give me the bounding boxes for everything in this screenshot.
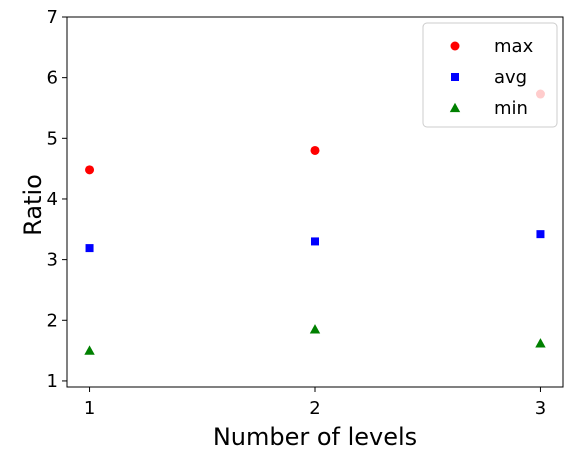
legend-item-avg: avg [451,67,527,88]
y-tick-label: 6 [47,68,58,89]
legend: max avg min [422,22,558,128]
legend-marker-avg [451,73,459,81]
legend-label-max: max [494,36,534,57]
legend-marker-min [449,102,461,113]
x-tick-label: 1 [84,398,95,419]
legend-item-min: min [449,98,528,119]
legend-label-avg: avg [494,67,527,88]
y-tick-label: 3 [47,250,58,271]
y-axis-label: Ratio [19,174,47,236]
legend-marker-max [450,41,460,51]
y-axis-ticks: 1 2 3 4 5 6 7 [47,7,67,392]
y-tick-label: 7 [47,7,58,28]
y-tick-label: 5 [47,128,58,149]
data-point-max [310,145,320,155]
y-tick-label: 1 [47,371,58,392]
data-point-min [84,345,95,355]
data-point-min [309,324,321,334]
legend-box [422,22,558,128]
x-axis-ticks: 1 2 3 [84,387,546,419]
x-axis-label: Number of levels [213,423,417,451]
data-point-max [85,165,95,175]
data-point-avg [85,244,94,253]
x-tick-label: 2 [309,398,320,419]
y-tick-label: 2 [47,310,58,331]
legend-label-min: min [494,98,528,119]
series-avg [85,230,545,253]
x-tick-label: 3 [535,398,546,419]
legend-item-max: max [450,36,534,57]
data-point-avg [536,230,545,239]
data-point-avg [311,237,319,246]
data-point-min [535,338,546,348]
series-min [84,324,546,355]
y-tick-label: 4 [47,189,58,210]
